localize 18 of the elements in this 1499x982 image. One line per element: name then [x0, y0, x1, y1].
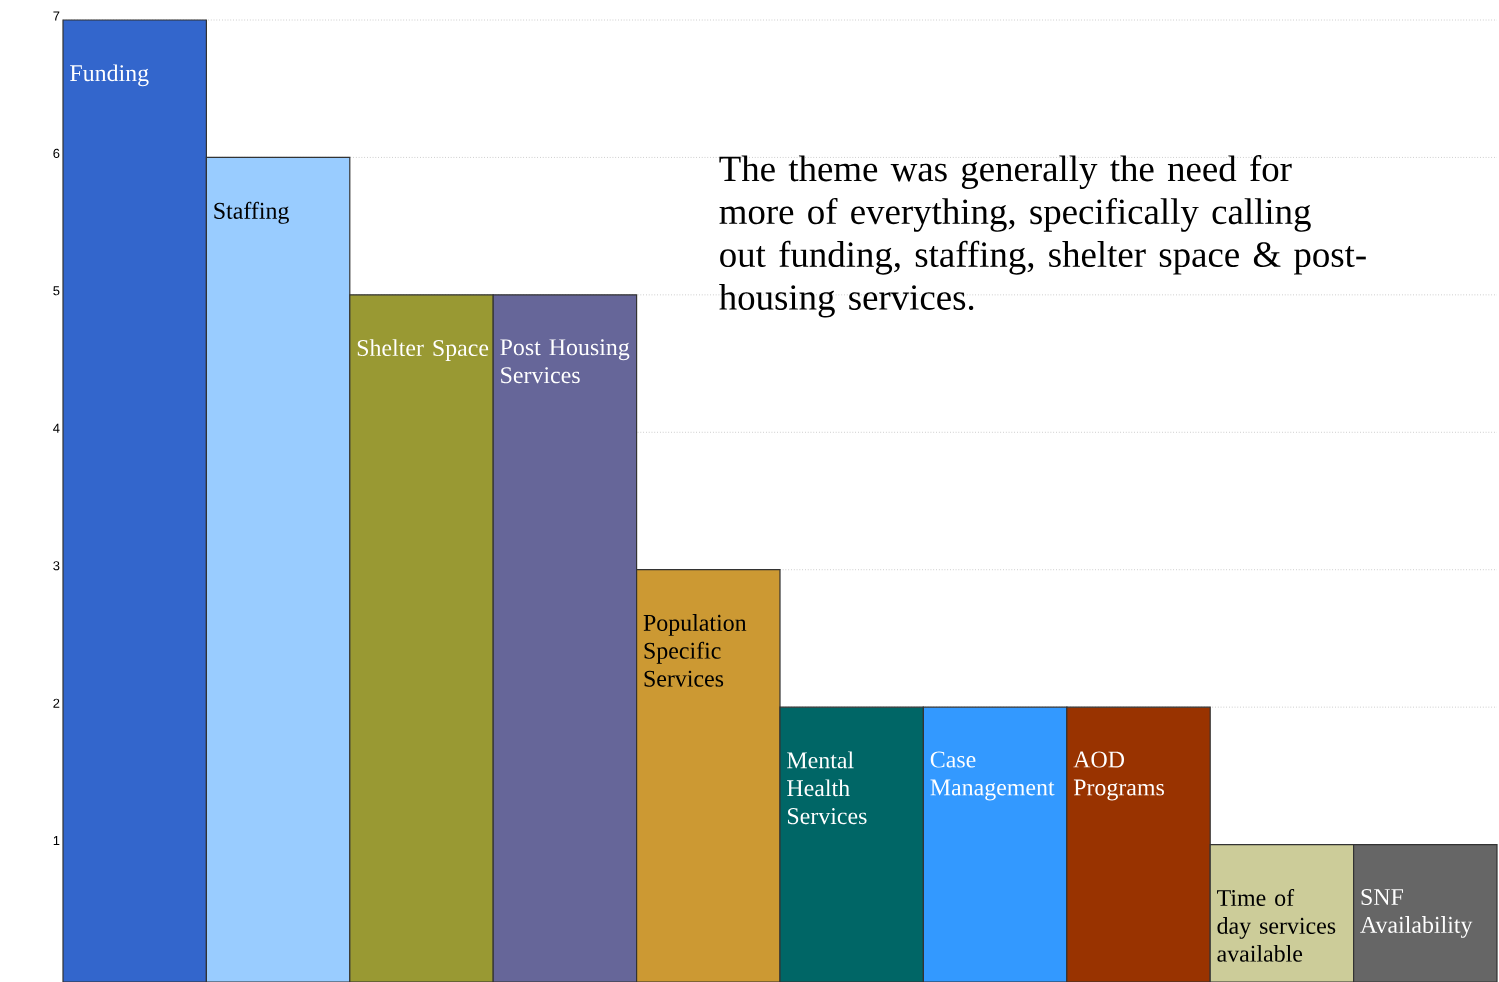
x-tick-label: Staffing — [214, 201, 289, 224]
y-tick-label: 7 — [53, 11, 60, 21]
x-tick-label: Mental Health Services — [787, 751, 867, 825]
y-tick-label: 6 — [53, 148, 60, 159]
x-tick-label: AOD Programs — [1073, 751, 1164, 801]
x-tick-label: Time of day services available — [1217, 888, 1336, 962]
y-tick-label: 5 — [53, 286, 60, 296]
x-tick-label: SNF Availability — [1360, 888, 1473, 938]
y-tick-label: 2 — [53, 698, 60, 708]
x-tick-label: Post Housing Services — [500, 339, 630, 384]
x-tick-label: Population Specific Services — [643, 614, 747, 687]
x-tick-label: Shelter Space — [357, 339, 489, 361]
annotation: The theme was generally the need for more of everything, specifically calling out funding, staffing, shelter space & post-housing services. — [719, 155, 1366, 318]
x-tick-label: Funding — [70, 64, 149, 87]
y-tick-label: 3 — [53, 561, 60, 571]
y-tick-label: 4 — [53, 423, 60, 433]
x-tick-label: Case Management — [930, 751, 1055, 801]
y-tick-label: 1 — [53, 836, 60, 846]
